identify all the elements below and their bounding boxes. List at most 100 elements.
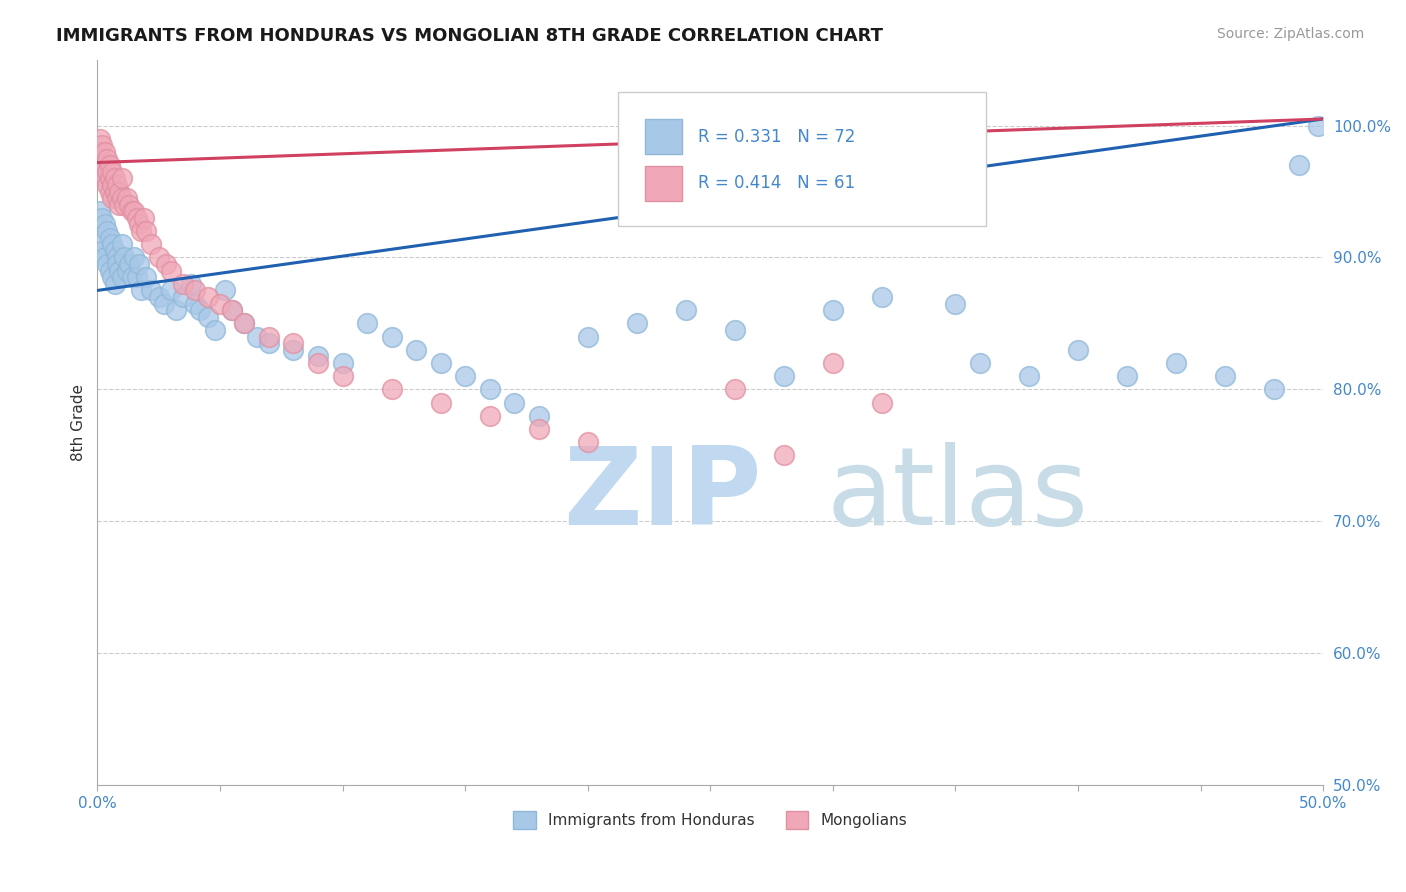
Point — [527, 422, 550, 436]
Point — [89, 204, 111, 219]
Point — [108, 185, 131, 199]
Point — [214, 284, 236, 298]
Point — [152, 296, 174, 310]
Text: R = 0.414   N = 61: R = 0.414 N = 61 — [697, 174, 855, 192]
Point — [93, 145, 115, 159]
Point — [233, 317, 256, 331]
Point — [945, 296, 967, 310]
Point — [98, 185, 121, 199]
Point — [121, 204, 143, 219]
Point — [111, 237, 134, 252]
Point — [1213, 369, 1236, 384]
Point — [115, 263, 138, 277]
Point — [1018, 369, 1040, 384]
Point — [101, 165, 124, 179]
Point — [478, 383, 501, 397]
Point — [135, 270, 157, 285]
Point — [821, 356, 844, 370]
Point — [870, 395, 893, 409]
Point — [103, 185, 125, 199]
Point — [160, 284, 183, 298]
Point — [98, 158, 121, 172]
Point — [773, 369, 796, 384]
Point — [112, 251, 135, 265]
Point — [118, 197, 141, 211]
Point — [724, 323, 747, 337]
Point — [96, 165, 118, 179]
Point — [257, 336, 280, 351]
Point — [96, 257, 118, 271]
Point — [108, 197, 131, 211]
Point — [188, 303, 211, 318]
Point — [332, 356, 354, 370]
Point — [135, 224, 157, 238]
Point — [96, 178, 118, 192]
Text: ZIP: ZIP — [564, 442, 762, 548]
Text: R = 0.331   N = 72: R = 0.331 N = 72 — [697, 128, 855, 145]
Point — [283, 336, 305, 351]
Point — [105, 251, 128, 265]
Point — [356, 317, 378, 331]
Point — [125, 270, 148, 285]
Point — [148, 290, 170, 304]
Point — [307, 356, 329, 370]
Point — [103, 171, 125, 186]
Point — [332, 369, 354, 384]
Point — [184, 296, 207, 310]
Point — [204, 323, 226, 337]
Point — [208, 296, 231, 310]
FancyBboxPatch shape — [619, 92, 986, 227]
Point — [172, 290, 194, 304]
Point — [103, 244, 125, 258]
Point — [307, 350, 329, 364]
Point — [101, 191, 124, 205]
Point — [576, 329, 599, 343]
Point — [148, 251, 170, 265]
Point — [283, 343, 305, 357]
Point — [122, 251, 145, 265]
Point — [111, 191, 134, 205]
Point — [108, 263, 131, 277]
Point — [576, 435, 599, 450]
Text: IMMIGRANTS FROM HONDURAS VS MONGOLIAN 8TH GRADE CORRELATION CHART: IMMIGRANTS FROM HONDURAS VS MONGOLIAN 8T… — [56, 27, 883, 45]
Point — [89, 145, 111, 159]
Point — [1263, 383, 1285, 397]
Point — [1288, 158, 1310, 172]
Point — [478, 409, 501, 423]
Point — [111, 270, 134, 285]
Y-axis label: 8th Grade: 8th Grade — [72, 384, 86, 461]
Point — [122, 204, 145, 219]
Point — [503, 395, 526, 409]
Point — [180, 277, 202, 291]
Point — [91, 211, 114, 225]
Point — [141, 284, 163, 298]
Point — [91, 244, 114, 258]
Point — [381, 383, 404, 397]
Point — [257, 329, 280, 343]
Point — [93, 251, 115, 265]
Point — [165, 303, 187, 318]
Point — [128, 257, 150, 271]
Point — [197, 310, 219, 324]
Point — [131, 284, 153, 298]
Bar — [645, 120, 682, 154]
Text: atlas: atlas — [827, 442, 1088, 548]
Point — [111, 171, 134, 186]
Point — [1116, 369, 1139, 384]
Point — [626, 185, 648, 199]
Point — [675, 303, 697, 318]
Point — [98, 171, 121, 186]
Point — [429, 356, 451, 370]
Point — [141, 237, 163, 252]
Point — [128, 218, 150, 232]
Point — [98, 263, 121, 277]
Point — [112, 197, 135, 211]
Point — [969, 356, 991, 370]
Point — [405, 343, 427, 357]
Point — [105, 257, 128, 271]
Bar — [645, 166, 682, 201]
Point — [89, 237, 111, 252]
Point — [93, 218, 115, 232]
Point — [103, 277, 125, 291]
Point — [172, 277, 194, 291]
